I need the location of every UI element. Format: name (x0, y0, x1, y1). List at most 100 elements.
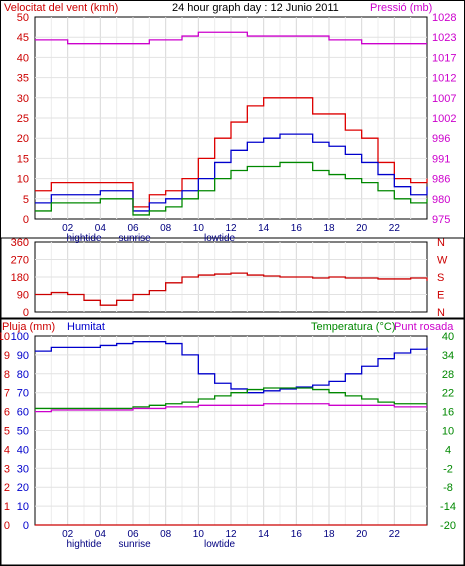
direction-tick-label: 90 (17, 290, 29, 302)
wind-tick-label: 50 (17, 12, 29, 24)
direction-tick-label: 0 (23, 307, 29, 319)
pressure-tick-label: 980 (432, 194, 450, 206)
pressure-tick-label: 1028 (432, 12, 456, 24)
humidity-tick-label: 50 (17, 426, 29, 438)
hour-tick-label: 22 (389, 223, 401, 234)
rain-tick-label: 8 (4, 369, 10, 381)
rain-tick-label: 7 (4, 388, 10, 400)
rain-tick-label: 3 (4, 463, 10, 475)
hour-tick-label: 04 (95, 529, 107, 540)
pressure-axis-ticks: 975 980 986 991 996 1002 1007 1012 1017 1023 1028 (432, 12, 456, 226)
hour-tick-label: 04 (95, 223, 107, 234)
hour-tick-label: 22 (389, 529, 401, 540)
temperature-tick-label: 10 (442, 426, 454, 438)
humidity-tick-label: 20 (17, 482, 29, 494)
direction-tick-label: 180 (11, 272, 29, 284)
hightide-label: hightide (66, 233, 101, 244)
hour-tick-label: 16 (291, 223, 303, 234)
pressure-tick-label: 1017 (432, 52, 456, 64)
direction-panel-frame (0, 237, 465, 319)
compass-tick-label: W (437, 255, 448, 267)
temperature-line (35, 387, 427, 410)
hour-tick-label: 06 (127, 223, 139, 234)
pressure-tick-label: 986 (432, 174, 450, 186)
wind-tick-label: 35 (17, 73, 29, 85)
wind-tick-label: 20 (17, 133, 29, 145)
hour-tick-label: 10 (193, 223, 205, 234)
temperature-tick-label: 4 (445, 444, 451, 456)
hour-tick-label: 12 (225, 529, 237, 540)
pressure-tick-label: 1007 (432, 93, 456, 105)
wind-speed-line (35, 161, 428, 216)
hour-tick-label: 20 (356, 223, 368, 234)
wind-direction-line (35, 272, 428, 306)
rain-tick-label: 0 (4, 520, 10, 532)
humidity-tick-label: 90 (17, 350, 29, 362)
wind-tick-label: 25 (17, 113, 29, 125)
compass-tick-label: S (437, 272, 444, 284)
pressure-tick-label: 991 (432, 153, 450, 165)
wind-axis-ticks: 0 5 10 15 20 25 30 35 40 45 50 (17, 12, 29, 226)
direction-tick-label: 360 (11, 237, 29, 249)
wind-tick-label: 15 (17, 153, 29, 165)
hour-tick-label: 02 (62, 223, 74, 234)
temperature-axis-ticks: -20 -14 -8 -2 4 10 16 22 28 34 40 (440, 331, 456, 532)
wind-axis-title: Velocitat del vent (kmh) (4, 2, 118, 14)
temperature-tick-label: -8 (443, 482, 453, 494)
humidity-tick-label: 10 (17, 501, 29, 513)
hour-tick-label: 16 (291, 529, 303, 540)
humidity-tick-label: 80 (17, 369, 29, 381)
wind-tick-label: 45 (17, 32, 29, 44)
compass-tick-label: N (437, 237, 445, 249)
hour-tick-label: 02 (62, 529, 74, 540)
hour-tick-label: 20 (356, 529, 368, 540)
temperature-tick-label: 40 (442, 331, 454, 343)
rain-tick-label: 2 (4, 482, 10, 494)
lowtide-label: lowtide (204, 539, 236, 550)
rain-tick-label: 5 (4, 426, 10, 438)
temperature-tick-label: 16 (442, 407, 454, 419)
sunrise-label: sunrise (119, 539, 152, 550)
pressure-axis-title: Pressió (mb) (370, 2, 432, 14)
direction-axis-ticks: 0 90 180 270 360 (11, 237, 29, 319)
humidity-tick-label: 100 (11, 331, 29, 343)
rain-axis-ticks: 0 1 2 3 4 5 6 7 8 9 10 (0, 331, 10, 532)
direction-tick-label: 270 (11, 255, 29, 267)
rain-axis-title: Pluja (mm) (2, 321, 55, 333)
hightide-label: hightide (66, 539, 101, 550)
pressure-tick-label: 1012 (432, 73, 456, 85)
compass-tick-label: N (437, 307, 445, 319)
temperature-tick-label: -20 (440, 520, 456, 532)
rain-tick-label: 4 (4, 444, 10, 456)
wind-tick-label: 0 (23, 214, 29, 226)
compass-tick-label: E (437, 290, 444, 302)
rain-tick-label: 6 (4, 407, 10, 419)
hour-tick-label: 14 (258, 223, 270, 234)
humidity-tick-label: 0 (23, 520, 29, 532)
temperature-axis-title: Temperatura (°C) (311, 321, 395, 333)
wind-tick-label: 40 (17, 52, 29, 64)
lowtide-label: lowtide (204, 233, 236, 244)
temperature-tick-label: -2 (443, 463, 453, 475)
temperature-tick-label: 28 (442, 369, 454, 381)
hour-tick-label: 18 (323, 223, 335, 234)
hour-tick-label: 14 (258, 529, 270, 540)
hour-tick-label: 10 (193, 529, 205, 540)
rain-tick-label: 10 (0, 331, 10, 343)
wind-tick-label: 30 (17, 93, 29, 105)
chart-title: 24 hour graph day : 12 Junio 2011 (172, 2, 339, 14)
pressure-tick-label: 975 (432, 214, 450, 226)
humidity-tick-label: 60 (17, 407, 29, 419)
wind-average-line (35, 133, 428, 212)
humidity-axis-ticks: 0 10 20 30 40 50 60 70 80 90 100 (11, 331, 29, 532)
hour-tick-label: 12 (225, 223, 237, 234)
dew-point-axis-title: Punt rosada (394, 321, 454, 333)
humidity-tick-label: 70 (17, 388, 29, 400)
rain-tick-label: 9 (4, 350, 10, 362)
wind-gust-line (35, 97, 428, 208)
temperature-tick-label: -14 (440, 501, 456, 513)
rain-tick-label: 1 (4, 501, 10, 513)
humidity-tick-label: 30 (17, 463, 29, 475)
